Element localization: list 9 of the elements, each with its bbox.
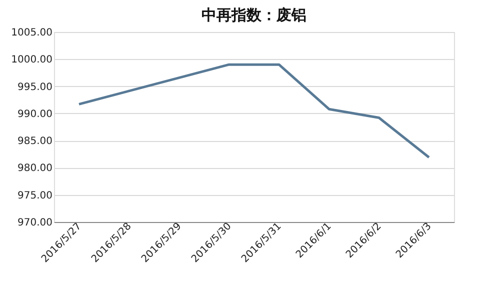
y-tick-label: 980.00	[18, 163, 52, 174]
y-tick-label: 1005.00	[11, 28, 52, 38]
line-series	[78, 63, 430, 159]
y-tick-label: 995.00	[18, 82, 52, 93]
chart-title: 中再指数：废铝	[202, 6, 306, 24]
y-tick-label: 1000.00	[11, 54, 52, 66]
y-tick-label: 990.00	[18, 108, 52, 120]
y-tick-label: 975.00	[18, 190, 52, 202]
y-tick-label: 985.00	[18, 136, 52, 148]
